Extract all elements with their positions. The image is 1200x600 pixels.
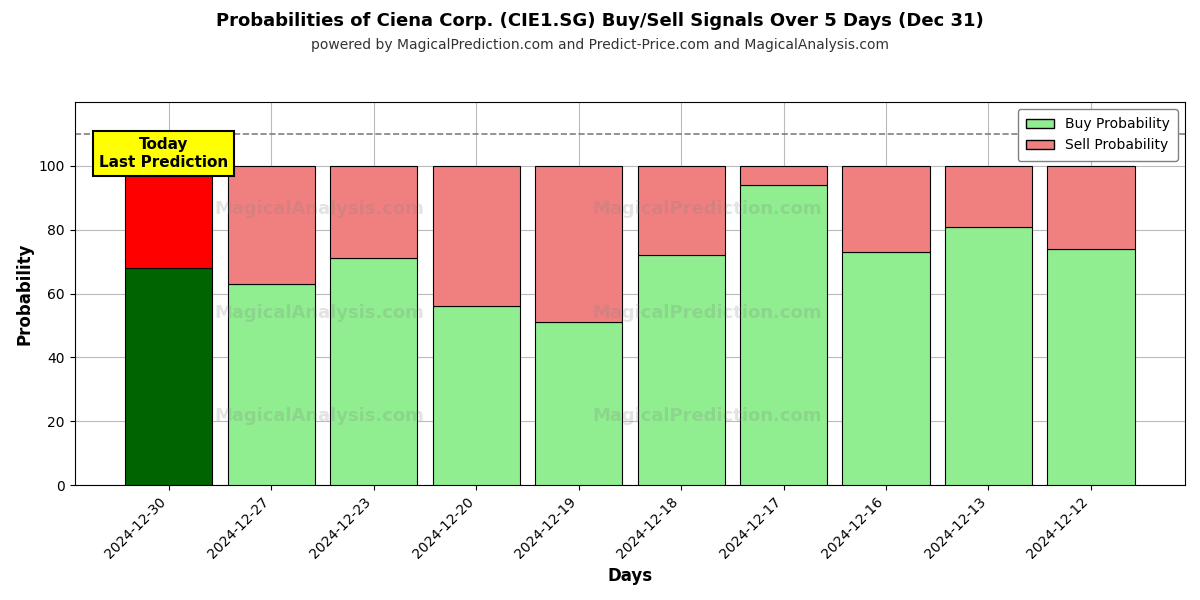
Bar	[432, 166, 520, 307]
Text: MagicalAnalysis.com: MagicalAnalysis.com	[214, 407, 424, 425]
Text: Probabilities of Ciena Corp. (CIE1.SG) Buy/Sell Signals Over 5 Days (Dec 31): Probabilities of Ciena Corp. (CIE1.SG) B…	[216, 12, 984, 30]
Bar	[125, 268, 212, 485]
Text: MagicalAnalysis.com: MagicalAnalysis.com	[214, 304, 424, 322]
Bar	[740, 166, 827, 185]
Bar	[842, 252, 930, 485]
Y-axis label: Probability: Probability	[16, 242, 34, 345]
Bar	[535, 166, 622, 322]
X-axis label: Days: Days	[607, 567, 653, 585]
Text: MagicalAnalysis.com: MagicalAnalysis.com	[214, 200, 424, 218]
Bar	[944, 227, 1032, 485]
Text: MagicalPrediction.com: MagicalPrediction.com	[593, 200, 822, 218]
Bar	[330, 166, 418, 259]
Bar	[740, 185, 827, 485]
Text: MagicalPrediction.com: MagicalPrediction.com	[593, 304, 822, 322]
Bar	[228, 166, 314, 284]
Bar	[535, 322, 622, 485]
Text: powered by MagicalPrediction.com and Predict-Price.com and MagicalAnalysis.com: powered by MagicalPrediction.com and Pre…	[311, 38, 889, 52]
Bar	[842, 166, 930, 252]
Text: Today
Last Prediction: Today Last Prediction	[98, 137, 228, 170]
Bar	[637, 166, 725, 255]
Bar	[228, 284, 314, 485]
Legend: Buy Probability, Sell Probability: Buy Probability, Sell Probability	[1018, 109, 1178, 161]
Bar	[330, 259, 418, 485]
Bar	[432, 307, 520, 485]
Bar	[125, 166, 212, 268]
Bar	[1048, 166, 1134, 249]
Bar	[1048, 249, 1134, 485]
Bar	[944, 166, 1032, 227]
Bar	[637, 255, 725, 485]
Text: MagicalPrediction.com: MagicalPrediction.com	[593, 407, 822, 425]
